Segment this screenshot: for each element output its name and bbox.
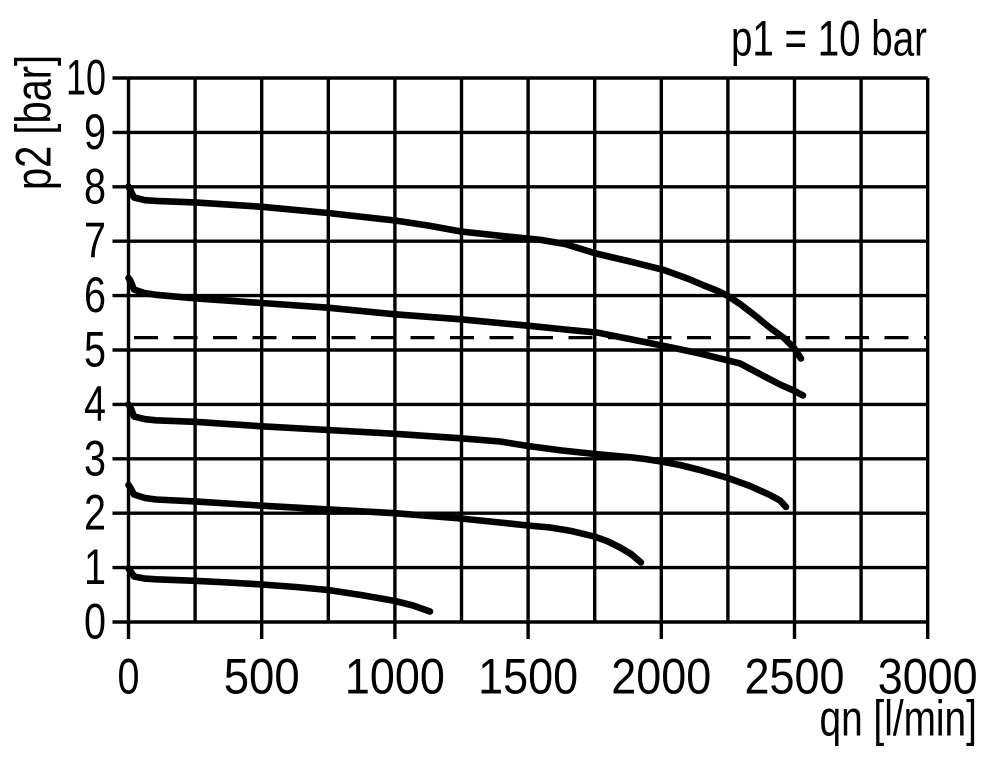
svg-text:0: 0	[84, 594, 106, 650]
svg-text:500: 500	[224, 649, 300, 705]
svg-text:8: 8	[84, 158, 106, 214]
svg-text:1: 1	[84, 539, 106, 595]
svg-text:2: 2	[84, 485, 106, 541]
svg-text:4: 4	[84, 376, 106, 432]
svg-text:3: 3	[84, 430, 106, 486]
svg-text:2000: 2000	[611, 649, 711, 705]
svg-text:p1 = 10 bar: p1 = 10 bar	[731, 12, 927, 67]
svg-text:6: 6	[84, 267, 106, 323]
svg-text:0: 0	[118, 649, 140, 705]
svg-text:1500: 1500	[478, 649, 578, 705]
svg-text:10: 10	[66, 50, 106, 106]
svg-text:7: 7	[84, 213, 106, 269]
svg-text:2500: 2500	[745, 649, 845, 705]
svg-text:3000: 3000	[878, 649, 978, 705]
svg-text:qn [l/min]: qn [l/min]	[820, 691, 977, 747]
svg-text:p2 [bar]: p2 [bar]	[5, 55, 61, 190]
svg-text:1000: 1000	[345, 649, 445, 705]
svg-text:5: 5	[84, 322, 106, 378]
svg-text:9: 9	[84, 104, 106, 160]
